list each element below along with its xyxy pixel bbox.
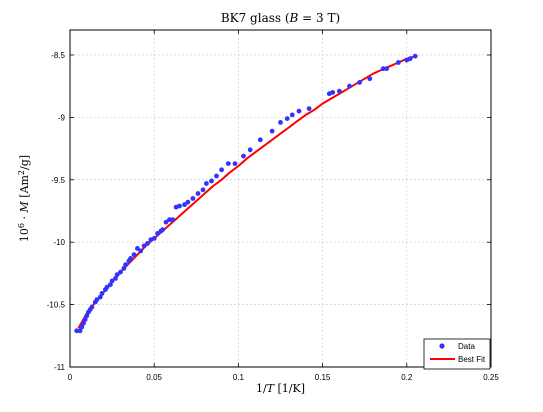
x-tick-label: 0.2 [401, 373, 413, 382]
data-point [257, 137, 263, 143]
data-point [81, 320, 86, 326]
data-point [113, 276, 118, 281]
data-point [167, 217, 172, 223]
ylabel-dot: · [18, 212, 31, 223]
data-point [219, 167, 225, 173]
data-point [94, 297, 100, 302]
data-point [289, 112, 295, 118]
data-point [225, 161, 231, 167]
data-point [204, 181, 209, 186]
data-point [141, 243, 147, 249]
data-point [296, 108, 302, 114]
data-point [131, 252, 137, 258]
ylabel-unit-start: [Am [18, 174, 31, 201]
data-point [121, 266, 127, 271]
ylabel-exponent: 6 [17, 223, 26, 228]
ylabel-unit-exponent: 2 [17, 170, 26, 175]
data-point [163, 219, 169, 225]
data-point [407, 56, 413, 62]
x-tick-label: 0.1 [233, 373, 245, 382]
data-point [412, 53, 418, 59]
data-point [232, 161, 238, 167]
x-tick-label: 0 [68, 373, 73, 382]
data-point [200, 187, 206, 193]
legend-data-marker [439, 343, 445, 349]
data-point [97, 294, 103, 300]
y-tick-label: -10.5 [47, 301, 66, 310]
ylabel-unit-end: /g] [18, 155, 31, 170]
legend-box [423, 338, 491, 370]
plot-area [69, 29, 492, 368]
y-axis-label: 106 · M [Am2/g] [17, 155, 32, 242]
data-point [330, 90, 336, 95]
y-tick-label: -9 [58, 113, 66, 122]
data-point [170, 217, 176, 223]
data-point [347, 83, 352, 89]
x-tick-label: 0.15 [315, 373, 331, 382]
data-point [367, 76, 373, 82]
y-tick-label: -11 [54, 363, 66, 372]
y-tick-label: -8.5 [51, 51, 65, 60]
data-point [108, 282, 113, 287]
title-variable: B [289, 11, 299, 25]
data-point [135, 246, 140, 251]
data-point [82, 317, 88, 322]
title-prefix: BK7 glass ( [221, 11, 290, 25]
data-point [155, 231, 161, 236]
data-point [185, 199, 191, 205]
data-point [123, 262, 128, 268]
data-point [182, 202, 187, 208]
x-tick-label: 0.05 [146, 373, 162, 382]
data-point [77, 328, 83, 334]
data-point [99, 291, 105, 296]
ylabel-variable: M [18, 200, 31, 213]
data-point [74, 328, 80, 334]
title-suffix: = 3 T) [298, 11, 340, 25]
data-point [114, 272, 120, 277]
data-point [214, 173, 219, 179]
xlabel-variable: T [267, 382, 276, 395]
x-axis-label: 1/T [1/K] [256, 382, 305, 395]
data-point [128, 256, 134, 261]
data-point [190, 196, 196, 201]
data-point [396, 60, 401, 65]
data-point [241, 153, 246, 159]
data-point [306, 106, 312, 111]
legend-data-label: Data [458, 342, 475, 351]
x-tick-label: 0.25 [483, 373, 499, 382]
data-point [195, 191, 201, 196]
data-point [104, 284, 110, 290]
data-point [384, 66, 389, 72]
data-point [151, 236, 157, 241]
data-point [145, 241, 150, 246]
data-point [247, 147, 253, 153]
data-point [109, 278, 115, 284]
data-point [269, 128, 275, 134]
grid [70, 30, 491, 367]
data-point [357, 80, 362, 85]
legend: Data Best Fit [423, 338, 491, 370]
data-point [380, 66, 386, 72]
data-point [84, 313, 90, 319]
data-point [138, 248, 144, 254]
ylabel-base: 10 [18, 228, 31, 242]
xlabel-unit: [1/K] [274, 382, 305, 395]
data-point [118, 269, 123, 275]
data-point [284, 116, 290, 121]
data-point [337, 88, 342, 94]
data-point [89, 304, 95, 310]
data-point [278, 120, 283, 125]
axis-ticks: 0 0.05 0.1 0.15 0.2 0.25 -11 -10.5 -10 -9.5 -9 -8.5 [47, 30, 499, 382]
data-point [177, 203, 182, 209]
series-layer [74, 53, 418, 334]
legend-fit-label: Best Fit [458, 355, 486, 364]
y-tick-label: -9.5 [51, 176, 65, 185]
data-point [79, 324, 85, 330]
data-point [209, 178, 214, 184]
data-point [160, 227, 166, 233]
xlabel-prefix: 1/ [256, 382, 267, 395]
y-tick-label: -10 [53, 238, 65, 247]
chart-title: BK7 glass (B = 3 T) [221, 11, 340, 25]
